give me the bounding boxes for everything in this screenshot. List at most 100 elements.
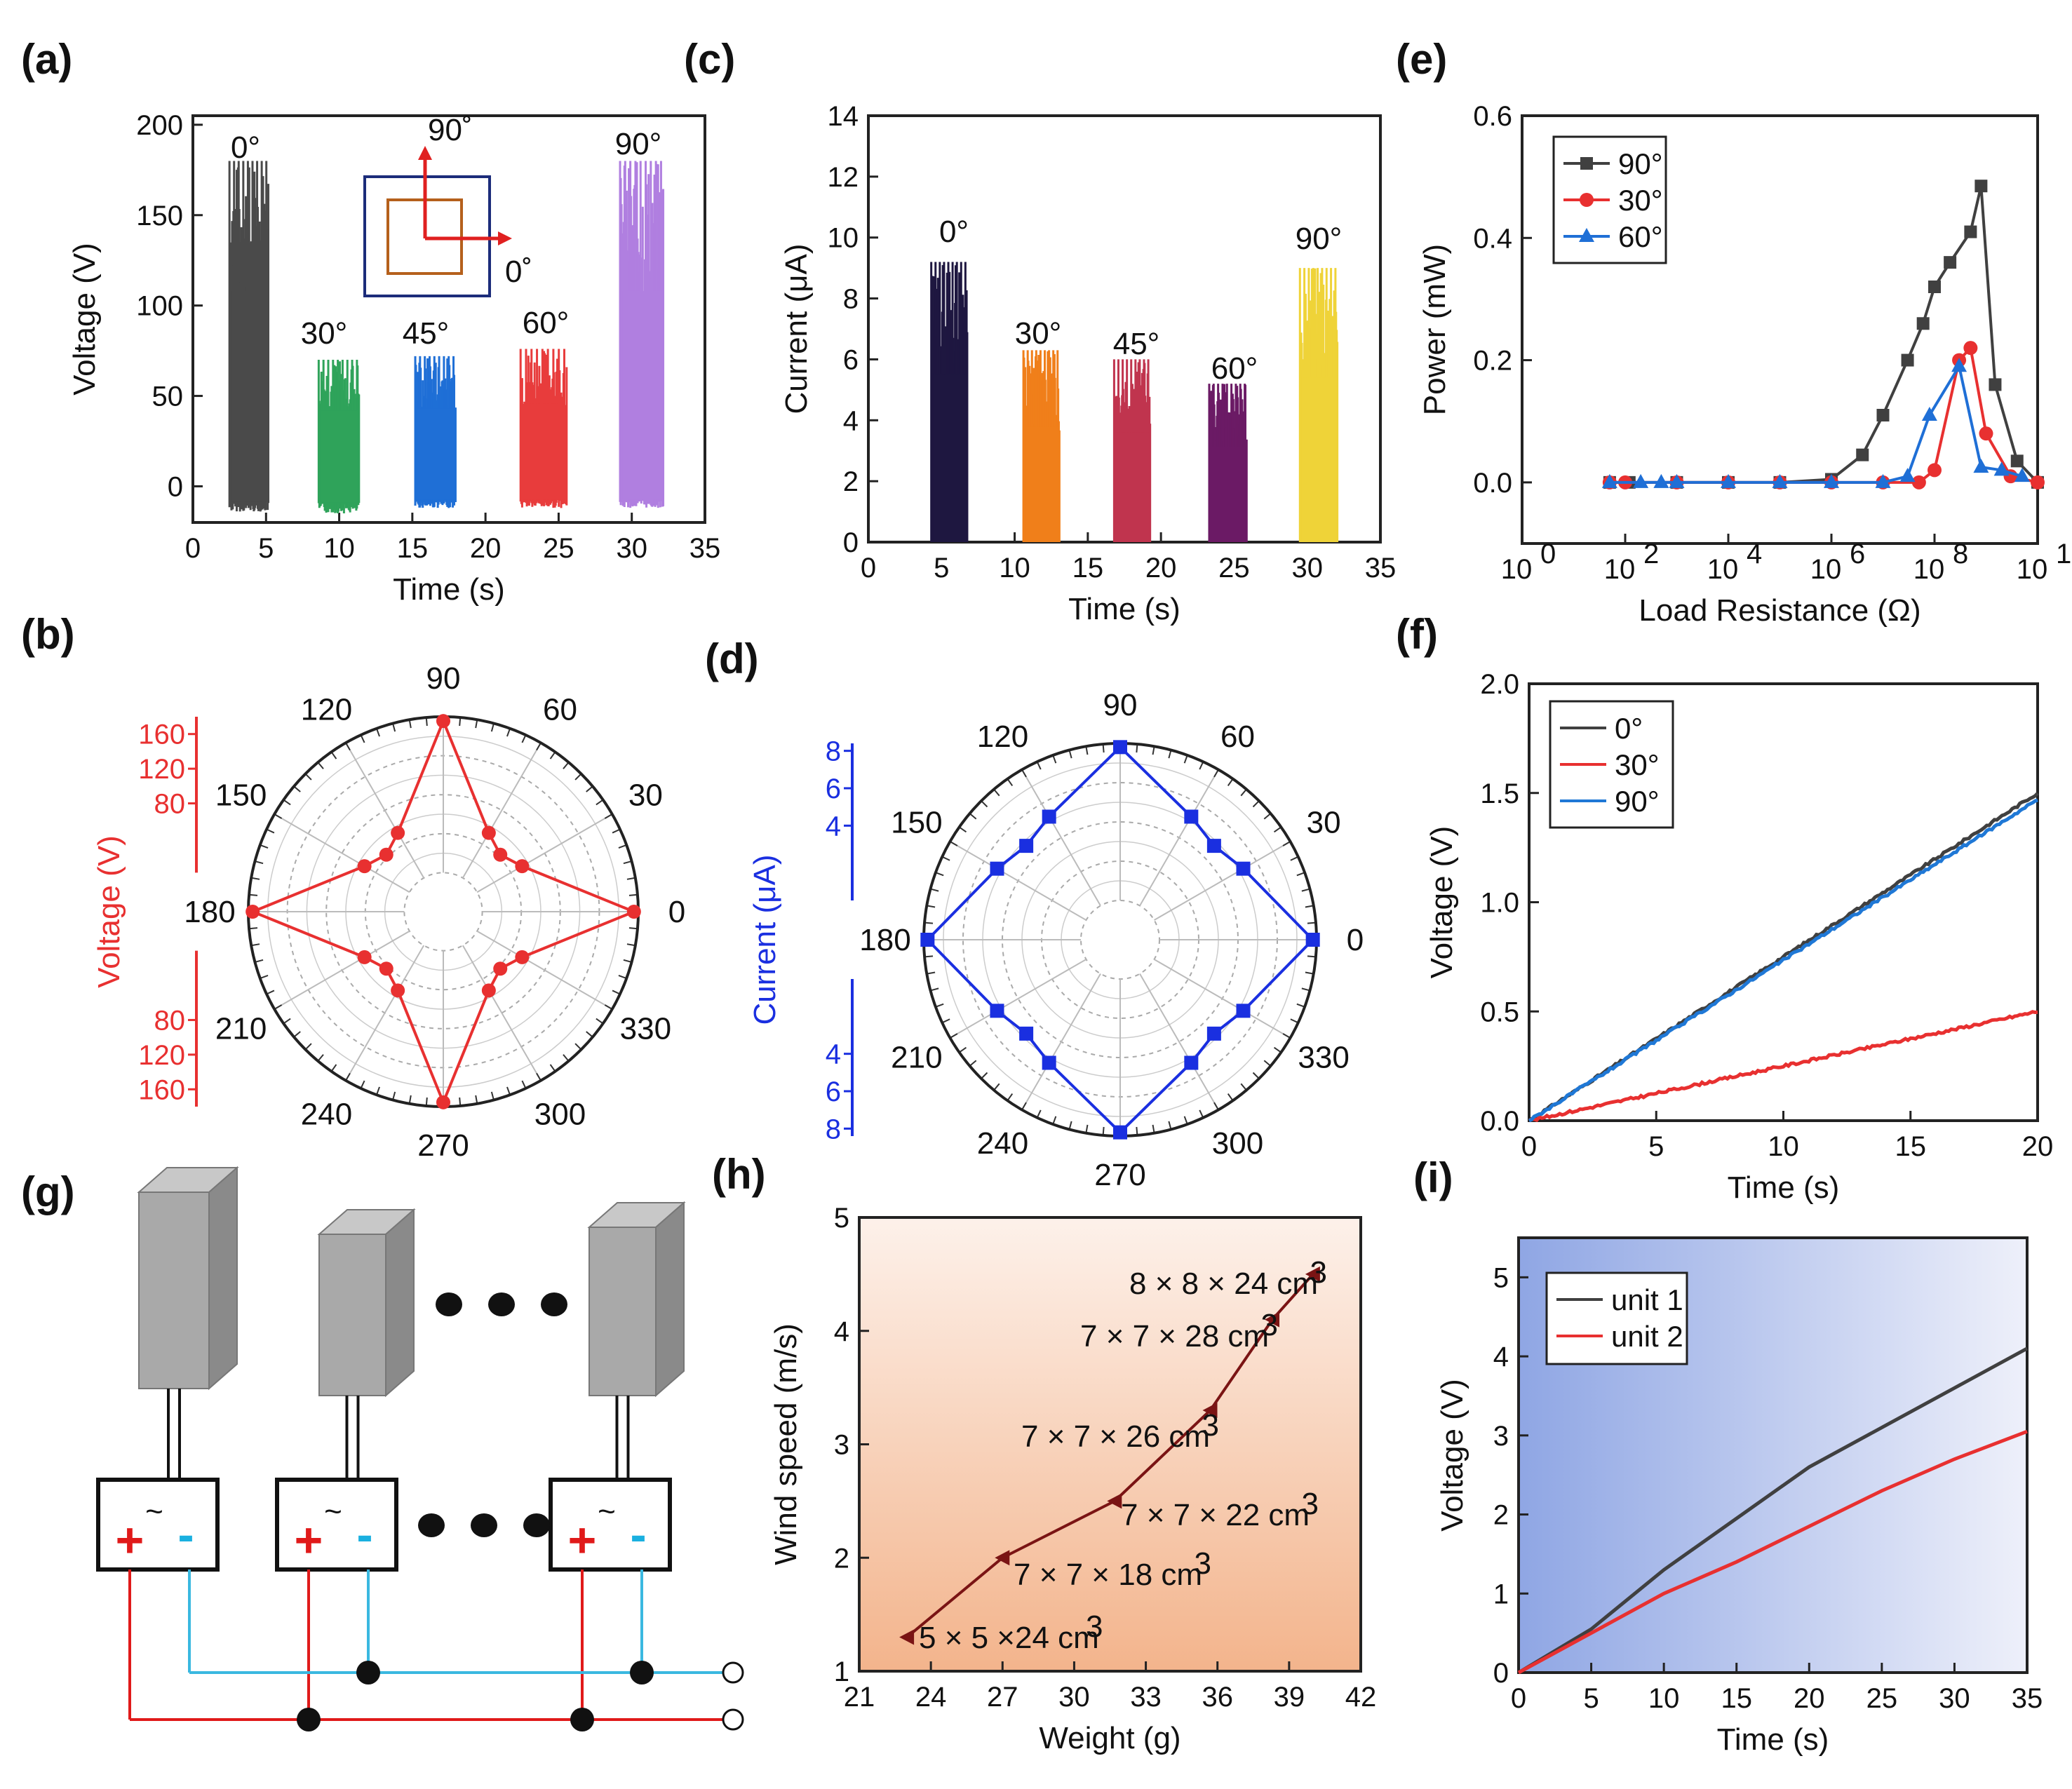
polar-tick <box>1213 769 1219 778</box>
polar-tick <box>1052 755 1057 764</box>
y-tick-label: 0 <box>168 471 183 502</box>
junction-dot <box>356 1661 380 1685</box>
generator-unit: ~+ - <box>275 1208 416 1720</box>
data-point <box>357 950 372 964</box>
pulse-fill <box>1211 447 1246 542</box>
panel-g: (g)~+ - ~+ - ~+ - <box>21 1166 744 1731</box>
data-point <box>1184 809 1199 824</box>
y-tick-label: 0.4 <box>1473 223 1512 254</box>
x-tick-label: 25 <box>543 533 574 564</box>
panel-b: (b)0306090120150180210240270300330160120… <box>21 611 685 1163</box>
polar-tick <box>604 1004 613 1010</box>
data-point <box>1944 256 1957 269</box>
polar-tick <box>1282 841 1291 846</box>
ellipsis-dot <box>418 1513 445 1537</box>
x-axis-label: Time (s) <box>1728 1170 1840 1205</box>
angle-label: 210 <box>891 1041 942 1075</box>
generator-unit: ~+ - <box>549 1201 686 1720</box>
polar-tick <box>274 814 283 819</box>
box-side-face <box>385 1208 415 1398</box>
y-tick-label: 1 <box>1493 1579 1509 1609</box>
polar-tick <box>1240 1083 1247 1091</box>
polar-tick <box>1213 1102 1219 1110</box>
angle-label: 90 <box>426 661 461 696</box>
plot-frame <box>1517 1236 2029 1674</box>
radial-tick-label: 6 <box>826 774 841 804</box>
polar-tick <box>317 1054 324 1062</box>
data-point <box>1601 473 1617 488</box>
polar-tick <box>993 788 1000 797</box>
x-tick-label: 20 <box>1794 1683 1825 1714</box>
data-point <box>391 825 405 840</box>
pulse-fill <box>231 291 267 502</box>
polar-tick <box>1307 955 1317 958</box>
polar-tick <box>475 1095 478 1104</box>
pulse-fill <box>1025 426 1058 542</box>
y-tick-label: 14 <box>828 101 859 132</box>
data-point <box>1107 1493 1122 1509</box>
radial-tick-label: 120 <box>138 754 185 785</box>
polar-tick <box>924 921 934 924</box>
data-point <box>1979 426 1993 441</box>
y-tick-label: 4 <box>834 1316 849 1347</box>
y-tick-label: 6 <box>843 344 859 375</box>
data-point <box>1580 157 1593 170</box>
x-tick-exponent: 6 <box>1850 539 1865 569</box>
x-tick-label: 5 <box>934 553 949 583</box>
inset-arrowhead-up <box>418 146 432 160</box>
polar-tick <box>459 717 462 727</box>
legend-box <box>1545 1271 1688 1365</box>
polar-tick <box>1136 1126 1138 1136</box>
data-point <box>1901 353 1914 367</box>
pulse-fill <box>933 374 967 542</box>
data-point <box>995 1550 1010 1566</box>
output-terminal <box>722 1661 744 1684</box>
y-tick-label: 1.0 <box>1480 888 1519 919</box>
polar-spoke <box>950 959 1087 1039</box>
data-point <box>1579 228 1594 242</box>
polar-spoke <box>476 930 613 1010</box>
data-point <box>2031 475 2045 490</box>
data-point <box>1928 463 1942 478</box>
angle-label: 210 <box>215 1012 267 1046</box>
polar-tick <box>1102 743 1105 753</box>
polar-tick <box>1227 778 1234 787</box>
y-tick-label: 0 <box>843 527 859 558</box>
polar-tick <box>255 959 264 963</box>
polar-tick <box>1068 1121 1072 1130</box>
polar-tick <box>251 943 260 947</box>
rectifier-box <box>275 1478 398 1572</box>
angle-label: 90 <box>1103 688 1138 722</box>
polar-tick <box>1263 813 1272 820</box>
polar-tick <box>1007 778 1014 787</box>
polar-tick <box>618 844 627 849</box>
y-tick-label: 8 <box>843 284 859 315</box>
polar-tick <box>408 720 412 729</box>
box-front-face <box>588 1227 657 1396</box>
data-point <box>1975 180 1988 193</box>
angle-label: 0 <box>1347 923 1364 957</box>
polar-tick <box>1021 1102 1027 1110</box>
legend-label: 30° <box>1618 184 1663 217</box>
y-tick-label: 2 <box>834 1543 849 1574</box>
polar-tick <box>360 1080 365 1089</box>
legend-label: 30° <box>1615 748 1660 781</box>
polar-spoke <box>345 742 425 879</box>
series-annotation: 60° <box>523 306 570 340</box>
polar-tick <box>521 734 527 743</box>
data-point <box>1875 473 1891 488</box>
polar-tick <box>612 990 621 995</box>
polar-tick <box>612 828 621 834</box>
polar-tick <box>490 1091 495 1100</box>
rectifier-box <box>549 1478 672 1572</box>
rectifier-box <box>96 1478 220 1572</box>
legend-label: 0° <box>1615 712 1643 745</box>
point-label-superscript: 3 <box>1086 1609 1103 1644</box>
data-point <box>1019 839 1034 853</box>
x-tick-label: 10 <box>1913 554 1945 585</box>
polar-tick <box>490 723 495 732</box>
x-tick-label: 24 <box>915 1682 947 1713</box>
data-point <box>1721 473 1736 488</box>
data-point <box>1993 461 2010 476</box>
